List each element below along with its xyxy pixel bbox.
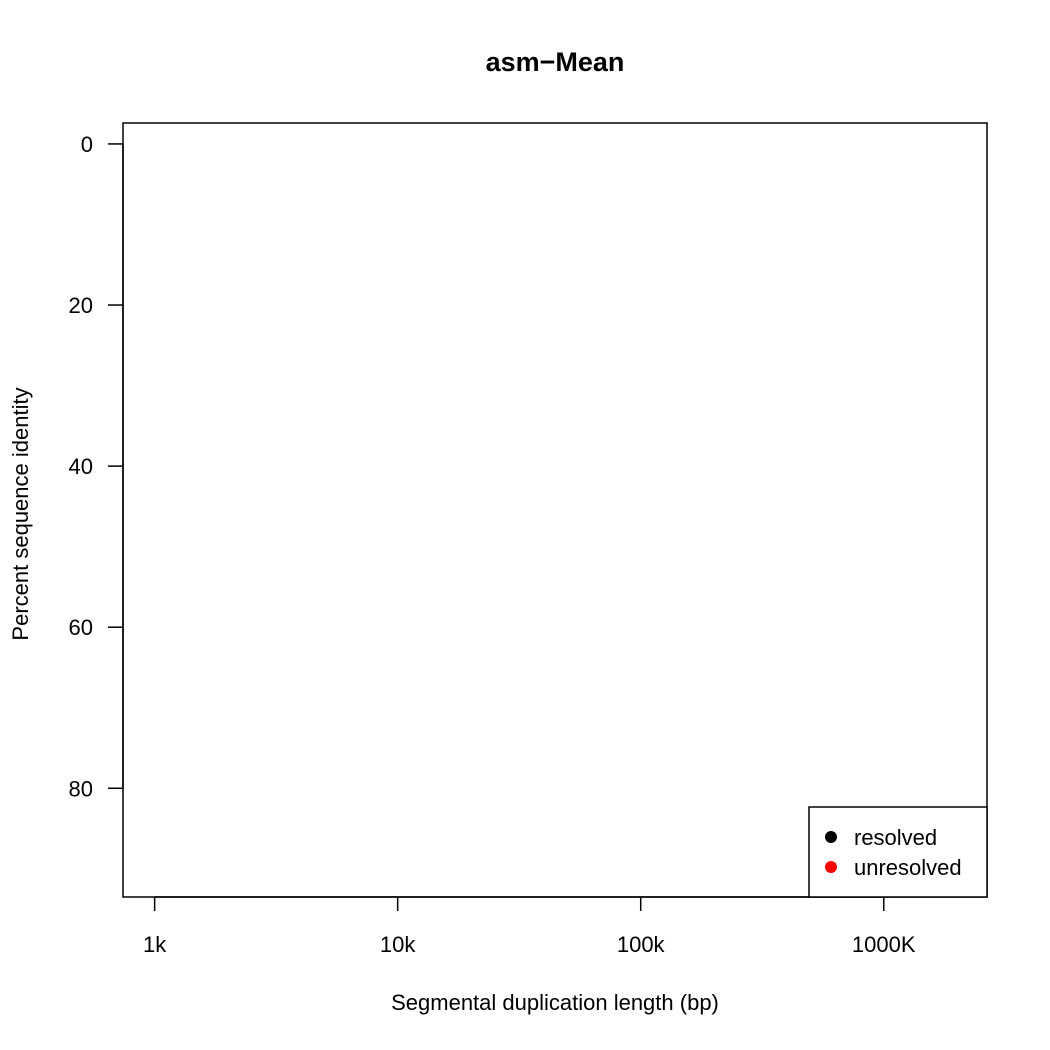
x-tick-label: 1000K: [852, 932, 916, 957]
chart-title: asm−Mean: [486, 47, 625, 77]
x-tick-label: 1k: [143, 932, 167, 957]
y-tick-label: 0: [81, 132, 93, 157]
y-tick-label: 80: [69, 776, 93, 801]
x-tick-label: 10k: [380, 932, 416, 957]
legend: resolved unresolved: [808, 806, 988, 898]
plot-frame: [122, 122, 988, 898]
legend-marker-resolved: [825, 831, 837, 843]
y-tick-label: 20: [69, 293, 93, 318]
legend-marker-unresolved: [825, 861, 837, 873]
x-axis-title: Segmental duplication length (bp): [391, 990, 719, 1015]
legend-label-unresolved: unresolved: [854, 855, 962, 880]
y-axis: 0 20 40 60 80: [69, 132, 124, 801]
y-tick-label: 60: [69, 615, 93, 640]
y-axis-title: Percent sequence identity: [8, 387, 33, 640]
x-tick-label: 100k: [617, 932, 666, 957]
x-axis: 1k 10k 100k 1000K: [143, 896, 916, 957]
legend-label-resolved: resolved: [854, 825, 937, 850]
legend-box: [808, 806, 988, 898]
y-tick-label: 40: [69, 454, 93, 479]
